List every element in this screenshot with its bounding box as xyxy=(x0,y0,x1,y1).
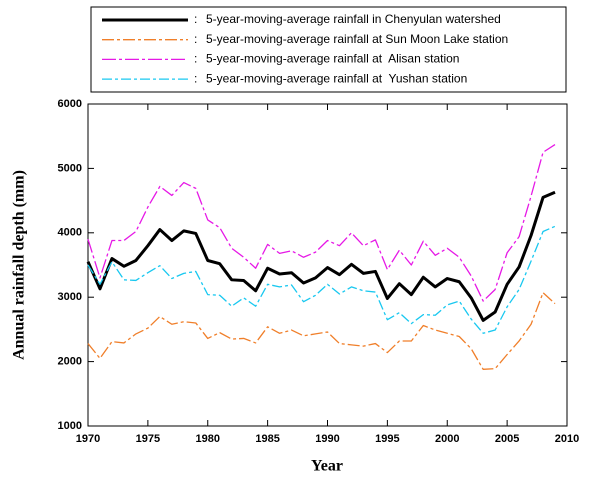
y-tick-label: 4000 xyxy=(58,227,82,239)
legend-label: 5-year-moving-average rainfall at Alisan… xyxy=(206,52,459,66)
series-line xyxy=(87,292,556,370)
series-line xyxy=(87,144,556,302)
y-tick-label: 5000 xyxy=(58,162,82,174)
legend-colon: : xyxy=(194,32,197,46)
y-tick-label: 1000 xyxy=(58,420,82,432)
x-tick-label: 1980 xyxy=(196,433,220,445)
x-tick-label: 1995 xyxy=(375,433,399,445)
x-tick-label: 1975 xyxy=(136,433,160,445)
series-line xyxy=(87,225,556,334)
y-tick-label: 3000 xyxy=(58,291,82,303)
x-tick-label: 2010 xyxy=(555,433,579,445)
legend-label: 5-year-moving-average rainfall in Chenyu… xyxy=(206,12,501,26)
series-line xyxy=(86,190,556,322)
x-tick-label: 1970 xyxy=(76,433,100,445)
x-axis-title: Year xyxy=(311,458,343,475)
x-tick-label: 1990 xyxy=(315,433,339,445)
legend-colon: : xyxy=(194,52,197,66)
x-tick-label: 2005 xyxy=(495,433,519,445)
legend-colon: : xyxy=(194,71,197,85)
legend-label: 5-year-moving-average rainfall at Sun Mo… xyxy=(206,32,508,46)
y-axis-title: Annual rainfall depth (mm) xyxy=(11,170,28,360)
x-tick-label: 1985 xyxy=(255,433,279,445)
y-tick-label: 6000 xyxy=(58,98,82,110)
x-tick-label: 2000 xyxy=(435,433,459,445)
y-tick-label: 2000 xyxy=(58,356,82,368)
legend-label: 5-year-moving-average rainfall at Yushan… xyxy=(206,71,467,85)
legend-colon: : xyxy=(194,12,197,26)
